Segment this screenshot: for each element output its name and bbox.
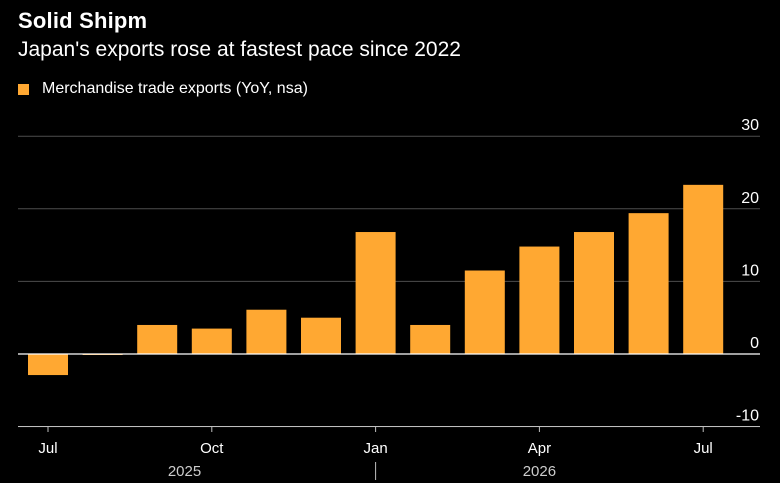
x-tick-label: Jul [38,440,57,457]
y-tick-label: 10 [741,262,759,279]
y-tick-label: 30 [741,117,759,134]
y-tick-label: 20 [741,190,759,207]
chart-title: Solid Shipm [18,8,148,33]
bar [519,246,560,354]
x-tick-label: Oct [200,440,224,457]
x-tick-label: Apr [528,440,551,457]
legend: Merchandise trade exports (YoY, nsa) [18,79,308,99]
bar [464,270,505,354]
y-tick-label: 0 [750,335,759,352]
bar [574,232,614,354]
x-tick-label: Jul [694,440,713,457]
bar [137,324,178,354]
bars [28,184,724,376]
bar [191,328,232,354]
axes [18,353,760,480]
bar [301,317,341,354]
bar [410,324,451,354]
bar [628,213,669,354]
x-year-label: 2025 [168,463,201,480]
chart-subtitle: Japan's exports rose at fastest pace sin… [18,38,461,61]
bar [28,354,68,376]
bar [683,184,724,354]
legend-swatch [18,83,29,95]
legend-label: Merchandise trade exports (YoY, nsa) [42,80,308,97]
y-tick-label: -10 [736,408,759,425]
x-tick-label: Jan [364,440,388,457]
bar [246,309,287,354]
x-year-label: 2026 [523,463,556,480]
bar [355,232,396,354]
axis-labels: -10 0 10 20 30 Jul Oct Jan Apr Jul 2025 2026 [38,117,759,480]
